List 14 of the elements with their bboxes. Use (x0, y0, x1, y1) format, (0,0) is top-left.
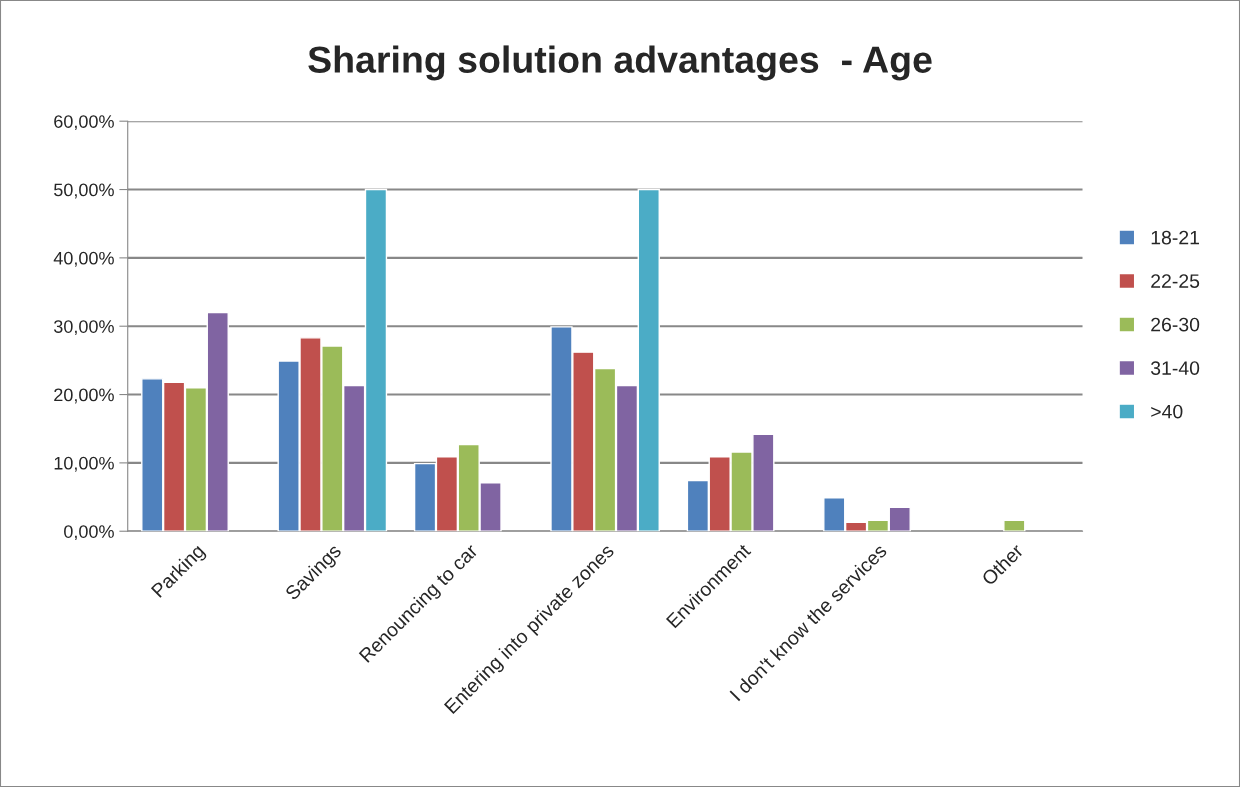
bar (1003, 519, 1026, 532)
legend-label: 22-25 (1151, 274, 1200, 288)
legend-label: 31-40 (1150, 361, 1200, 375)
chart-title: Sharing solution advantages - Age (308, 45, 932, 81)
y-tick-label: 50,00% (54, 183, 114, 199)
y-tick-label: 40,00% (53, 251, 114, 267)
y-tick-label: 20,00% (54, 388, 114, 404)
y-tick-label: 60,00% (54, 115, 114, 131)
y-tick-label: 30,00% (53, 320, 114, 336)
y-tick-label: 10,00% (54, 456, 114, 472)
legend-label: >40 (1151, 404, 1183, 419)
y-tick-label: 0,00% (64, 525, 114, 541)
legend-label: 18-21 (1151, 230, 1200, 245)
legend-label: 26-30 (1151, 317, 1200, 332)
